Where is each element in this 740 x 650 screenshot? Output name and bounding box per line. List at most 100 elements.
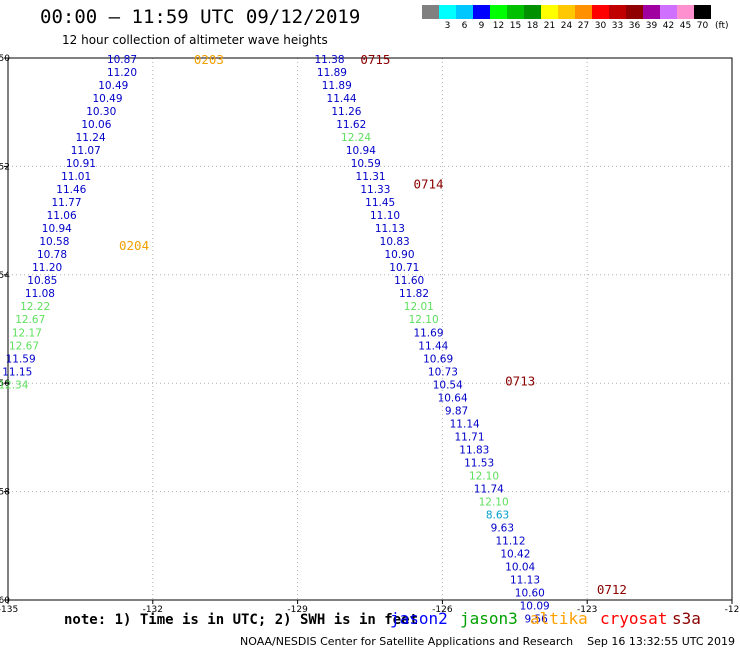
legend-swatch-label: 9 <box>478 21 485 31</box>
wave-height-value: 10.64 <box>438 392 468 404</box>
wave-height-value: 11.24 <box>76 132 106 144</box>
wave-height-value: 11.71 <box>454 431 484 443</box>
legend-swatch <box>558 5 575 19</box>
wave-height-value: 10.58 <box>39 236 69 248</box>
wave-height-value: 10.69 <box>423 353 453 365</box>
wave-height-value: 11.83 <box>459 444 489 456</box>
wave-height-value: 11.01 <box>61 171 91 183</box>
plot-frame <box>7 57 733 601</box>
legend-swatch-label: 36 <box>628 21 641 31</box>
wave-height-value: 9.63 <box>491 522 514 534</box>
legend-swatch-label: 24 <box>560 21 573 31</box>
legend-swatch-label: 45 <box>679 21 692 31</box>
legend-swatch <box>575 5 592 19</box>
wave-height-value: 10.94 <box>42 223 72 235</box>
legend-swatch-label: 21 <box>543 21 556 31</box>
legend-swatch <box>643 5 660 19</box>
legend-swatch-label: 12 <box>492 21 505 31</box>
wave-height-value: 10.49 <box>98 80 128 92</box>
legend-swatch-label: 15 <box>509 21 522 31</box>
wave-height-value: 11.69 <box>413 327 443 339</box>
wave-height-value: 10.94 <box>346 145 376 157</box>
wave-height-value: 11.12 <box>495 535 525 547</box>
legend-satellite-altika: altika <box>530 609 588 628</box>
y-tick-label: -50 <box>0 54 10 64</box>
wave-height-value: 12.67 <box>9 340 39 352</box>
x-tick-label: -135 <box>0 605 18 615</box>
wave-height-value: 10.85 <box>27 275 57 287</box>
legend-swatch <box>422 5 439 19</box>
wave-height-value: 12.22 <box>20 301 50 313</box>
wave-height-value: 11.45 <box>365 197 395 209</box>
wave-height-value: 12.24 <box>341 132 371 144</box>
legend-swatch <box>473 5 490 19</box>
legend-swatch <box>541 5 558 19</box>
legend-swatch <box>609 5 626 19</box>
wave-height-value: 12.10 <box>469 470 499 482</box>
wave-height-value: 10.87 <box>107 54 137 66</box>
page-subtitle: 12 hour collection of altimeter wave hei… <box>62 33 328 47</box>
legend-swatch-label: 6 <box>461 21 468 31</box>
legend-satellite-jason3: jason3 <box>460 609 518 628</box>
wave-height-value: 11.14 <box>450 418 480 430</box>
wave-height-value: 11.13 <box>510 574 540 586</box>
legend-swatch-label: 39 <box>645 21 658 31</box>
wave-height-value: 10.06 <box>81 119 111 131</box>
wave-height-value: 10.30 <box>86 106 116 118</box>
y-tick-label: -56 <box>0 379 10 389</box>
wave-height-value: 12.10 <box>479 496 509 508</box>
wave-height-value: 12.67 <box>15 314 45 326</box>
track-time-label: 0715 <box>360 52 390 67</box>
wave-height-value: 10.42 <box>500 548 530 560</box>
wave-height-value: 10.04 <box>505 561 535 573</box>
legend-swatch <box>677 5 694 19</box>
wave-height-value: 10.90 <box>384 249 414 261</box>
note-text: note: 1) Time is in UTC; 2) SWH is in fe… <box>64 612 419 628</box>
legend-swatch-label: 18 <box>526 21 539 31</box>
track-time-label: 0712 <box>597 582 627 597</box>
legend-swatch <box>626 5 643 19</box>
legend-swatch <box>507 5 524 19</box>
legend-satellite-jason2: jason2 <box>390 609 448 628</box>
wave-height-value: 10.78 <box>37 249 67 261</box>
wave-height-value: 9.87 <box>445 405 468 417</box>
footer-credit: NOAA/NESDIS Center for Satellite Applica… <box>240 635 736 648</box>
wave-height-value: 12.34 <box>0 379 29 391</box>
wave-height-value: 10.71 <box>389 262 419 274</box>
map-grid <box>8 58 732 600</box>
wave-height-labels: 10.8711.2010.4910.4910.3010.0611.2411.07… <box>0 52 627 625</box>
wave-height-value: 10.09 <box>520 600 550 612</box>
legend-swatch-label: 3 <box>444 21 451 31</box>
wave-height-value: 11.82 <box>399 288 429 300</box>
y-tick-label: -60 <box>0 596 10 606</box>
legend-swatch <box>456 5 473 19</box>
wave-height-value: 11.44 <box>327 93 357 105</box>
wave-height-value: 12.10 <box>409 314 439 326</box>
legend-swatch <box>439 5 456 19</box>
wave-height-value: 11.62 <box>336 119 366 131</box>
track-time-label: 0714 <box>413 177 443 192</box>
x-tick-label: -123 <box>577 605 597 615</box>
legend-swatch <box>660 5 677 19</box>
y-tick-label: -52 <box>0 162 10 172</box>
wave-height-value: 11.33 <box>360 184 390 196</box>
wave-height-value: 10.91 <box>66 158 96 170</box>
legend-swatch-label: 42 <box>662 21 675 31</box>
wave-height-value: 11.60 <box>394 275 424 287</box>
legend-swatch <box>592 5 609 19</box>
wave-height-value: 11.59 <box>6 353 36 365</box>
wave-height-value: 11.20 <box>107 67 137 79</box>
wave-height-value: 11.06 <box>47 210 77 222</box>
legend-swatch <box>524 5 541 19</box>
track-time-label: 0203 <box>194 52 224 67</box>
wave-height-value: 12.17 <box>12 327 42 339</box>
wave-height-value: 8.63 <box>486 509 509 521</box>
legend-units: (ft) <box>715 21 729 31</box>
y-tick-label: -58 <box>0 488 10 498</box>
wave-height-value: 11.46 <box>56 184 86 196</box>
legend-swatch-label: 30 <box>594 21 607 31</box>
wave-height-value: 10.49 <box>92 93 122 105</box>
wave-height-value: 11.13 <box>375 223 405 235</box>
wave-height-value: 11.31 <box>356 171 386 183</box>
